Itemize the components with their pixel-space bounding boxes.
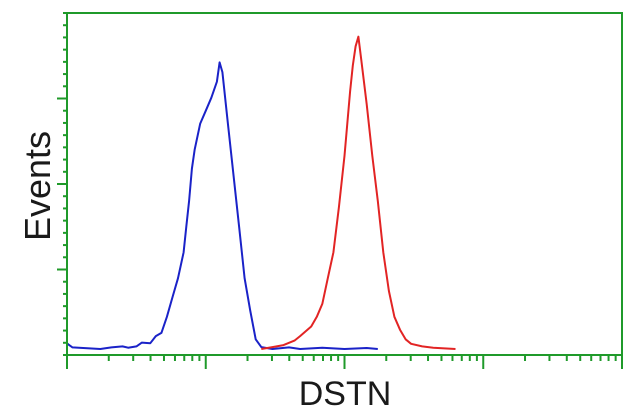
y-axis-label: Events (17, 131, 58, 241)
plot-frame (66, 12, 623, 356)
histogram-line-2 (261, 35, 456, 350)
x-axis-label: DSTN (299, 375, 392, 413)
series-layer (66, 35, 456, 350)
